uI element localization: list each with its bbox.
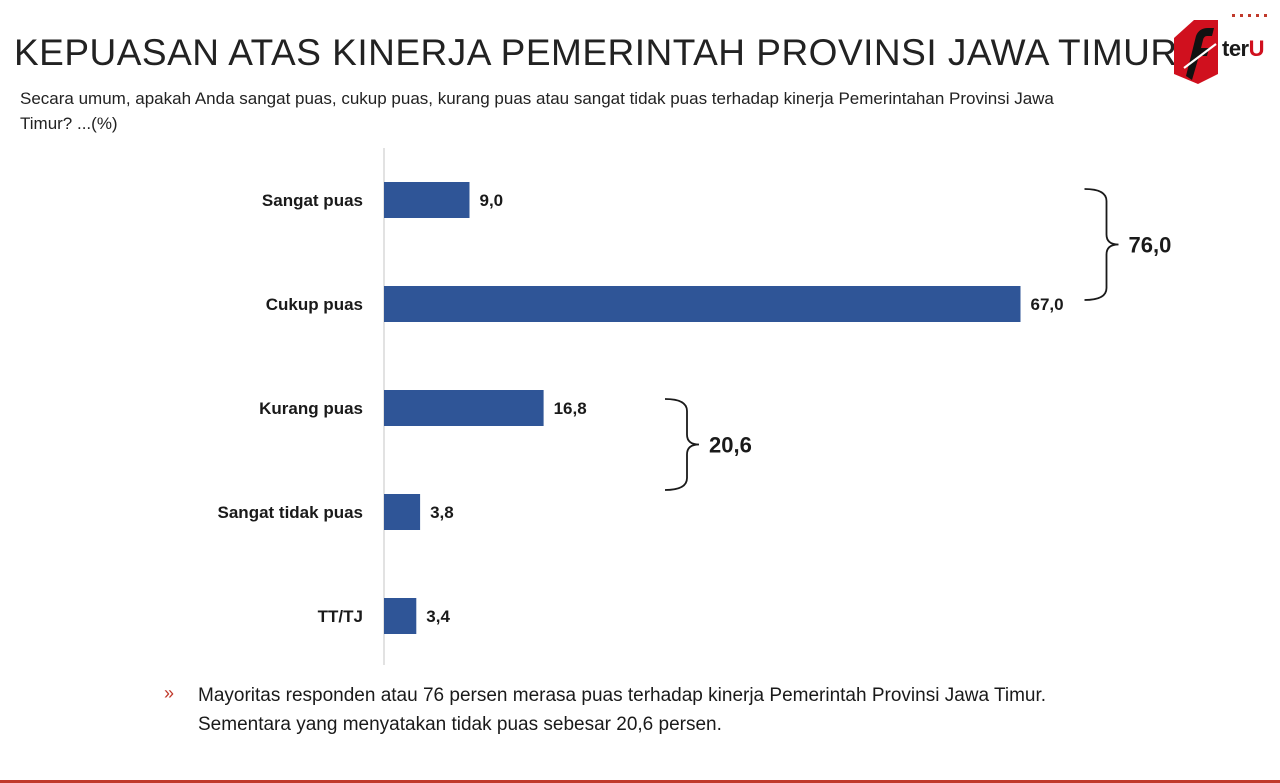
group-brace bbox=[664, 398, 700, 491]
bar bbox=[384, 494, 421, 530]
bar bbox=[384, 286, 1021, 322]
group-total-label: 76,0 bbox=[1129, 233, 1172, 258]
group-brace bbox=[1084, 188, 1119, 301]
bar bbox=[384, 598, 417, 634]
value-label: 9,0 bbox=[480, 191, 504, 210]
logo-wordmark: terU bbox=[1222, 36, 1265, 61]
value-label: 3,8 bbox=[430, 503, 454, 522]
category-label: Sangat puas bbox=[262, 191, 363, 210]
category-label: Kurang puas bbox=[259, 399, 363, 418]
value-label: 67,0 bbox=[1031, 295, 1064, 314]
bar bbox=[384, 390, 544, 426]
page-title: KEPUASAN ATAS KINERJA PEMERINTAH PROVINS… bbox=[14, 32, 1178, 73]
question-subtitle: Secara umum, apakah Anda sangat puas, cu… bbox=[20, 89, 1054, 133]
note-text: Mayoritas responden atau 76 persen meras… bbox=[198, 681, 1046, 739]
bar bbox=[384, 182, 470, 218]
category-label: TT/TJ bbox=[318, 607, 363, 626]
value-label: 16,8 bbox=[554, 399, 587, 418]
labels-layer: Sangat puas 9,0 Cukup puas 67,0 Kurang puas 1… bbox=[218, 191, 1064, 626]
annotations-layer: 76,0 20,6 bbox=[664, 188, 1172, 491]
category-label: Sangat tidak puas bbox=[218, 503, 363, 522]
bar-chart: Sangat puas 9,0 Cukup puas 67,0 Kurang puas 1… bbox=[218, 148, 1172, 665]
logo-roofline bbox=[1232, 14, 1267, 17]
note-bullet-icon: » bbox=[164, 683, 175, 703]
category-label: Cukup puas bbox=[266, 295, 363, 314]
value-label: 3,4 bbox=[426, 607, 450, 626]
note-line-1: Mayoritas responden atau 76 persen meras… bbox=[198, 685, 1047, 706]
group-total-label: 20,6 bbox=[709, 433, 752, 458]
logo-f-mark-icon bbox=[1174, 14, 1267, 84]
bars-layer bbox=[384, 182, 1021, 634]
note-line-2: Sementara yang menyatakan tidak puas seb… bbox=[198, 714, 722, 735]
bottom-rule bbox=[0, 780, 1280, 783]
